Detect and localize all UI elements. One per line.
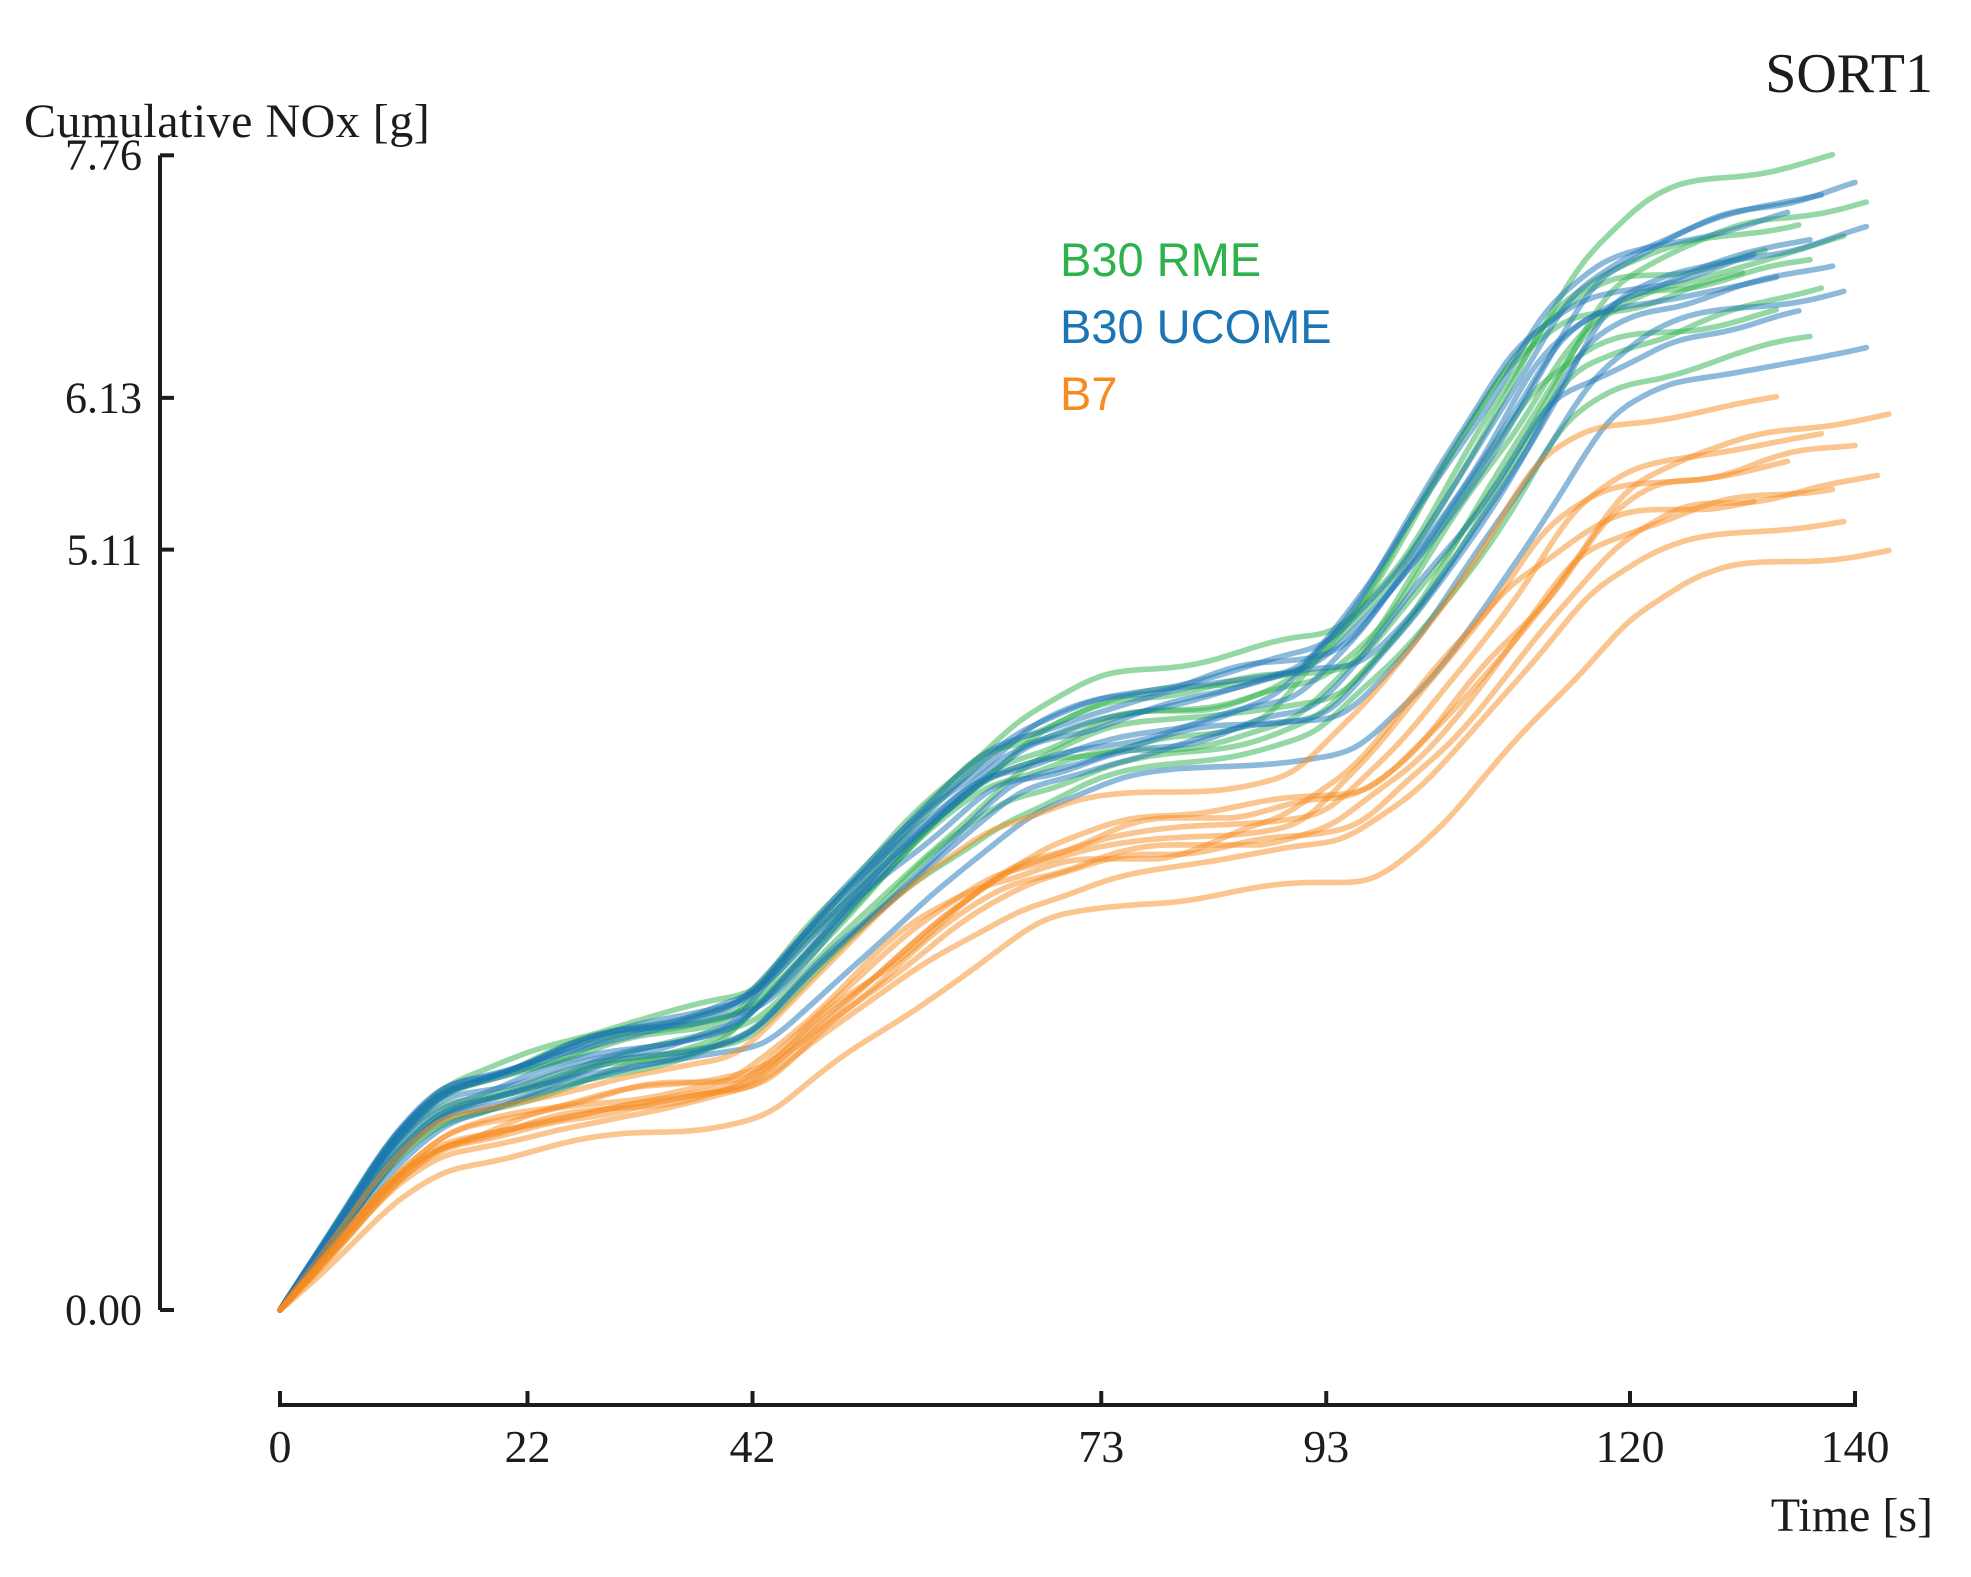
x-tick-label: 73	[1078, 1421, 1125, 1472]
x-axis-title: Time [s]	[1770, 1489, 1933, 1542]
run-line-b7	[277, 458, 1791, 1313]
legend-item-b30-ucome: B30 UCOME	[1060, 300, 1332, 353]
y-tick-label: 6.13	[65, 373, 142, 423]
run-line-b7	[277, 518, 1847, 1313]
x-tick-label: 22	[504, 1421, 551, 1472]
run-line-b30-rme	[277, 151, 1836, 1313]
run-line-b30-ucome	[277, 223, 1870, 1313]
run-line-b30-rme	[277, 256, 1813, 1313]
run-line-b30-ucome	[277, 308, 1802, 1313]
run-line-b7	[277, 498, 1757, 1313]
run-line-b30-rme	[277, 333, 1813, 1313]
run-line-b30-ucome	[277, 288, 1847, 1313]
y-tick-label: 5.11	[66, 525, 142, 575]
x-tick-label: 0	[268, 1421, 292, 1472]
legend-item-b30-rme: B30 RME	[1060, 233, 1262, 286]
x-tick-label: 120	[1595, 1421, 1665, 1472]
run-line-b7	[277, 394, 1780, 1313]
x-tick-label: 140	[1820, 1421, 1890, 1472]
x-tick-label: 42	[729, 1421, 776, 1472]
run-line-b30-ucome	[277, 274, 1780, 1313]
x-tick-label: 93	[1303, 1421, 1350, 1472]
run-line-b30-ucome	[277, 236, 1813, 1313]
legend: B30 RME B30 UCOME B7	[1060, 226, 1332, 427]
plot-corner-label: SORT1	[1765, 43, 1933, 105]
run-line-b7	[277, 547, 1892, 1313]
y-tick-label: 7.76	[65, 130, 142, 180]
legend-item-b7: B7	[1060, 367, 1118, 420]
run-line-b30-ucome	[277, 263, 1836, 1313]
run-line-b7	[277, 430, 1825, 1313]
run-line-b7	[277, 486, 1836, 1313]
y-tick-label: 0.00	[65, 1285, 142, 1335]
y-axis-title: Cumulative NOx [g]	[24, 95, 431, 148]
